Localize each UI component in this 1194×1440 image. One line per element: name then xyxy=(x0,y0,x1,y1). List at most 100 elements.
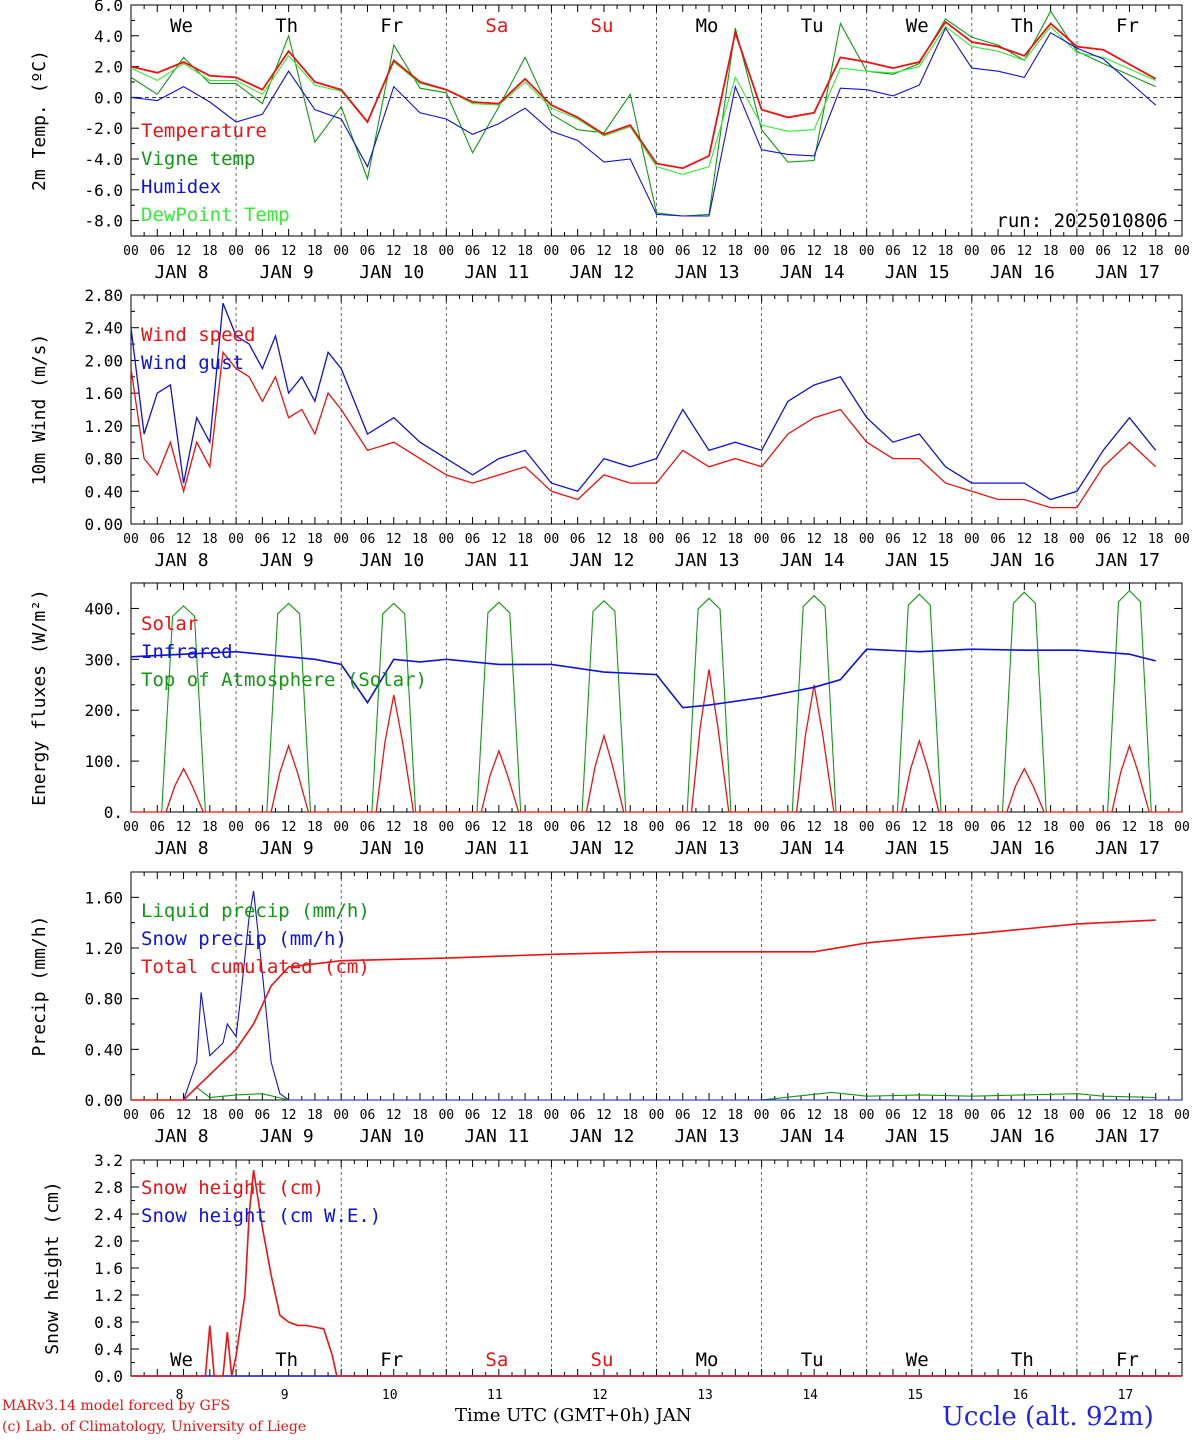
weekday-label: Tu xyxy=(801,15,824,37)
y-tick-label: 0.80 xyxy=(84,450,123,469)
y-axis-label: Snow height (cm) xyxy=(42,1181,63,1354)
hour-label: 12 xyxy=(806,244,822,259)
hour-label: 00 xyxy=(333,820,349,835)
hour-label: 18 xyxy=(622,244,638,259)
y-tick-label: 0.00 xyxy=(84,515,123,534)
series-temperature xyxy=(130,20,1157,170)
y-tick-label: 400. xyxy=(84,599,123,618)
date-label: JAN 8 xyxy=(154,262,208,283)
hour-label: 00 xyxy=(228,1108,244,1123)
hour-label: 18 xyxy=(622,532,638,547)
date-label: JAN 14 xyxy=(780,838,845,859)
hour-label: 18 xyxy=(727,532,743,547)
date-label: JAN 15 xyxy=(885,1126,950,1147)
weekday-label: Fr xyxy=(380,1349,403,1371)
y-tick-label: 6.0 xyxy=(94,0,123,15)
series-solar xyxy=(131,669,1182,813)
hour-label: 18 xyxy=(307,532,323,547)
hour-label: 18 xyxy=(412,1108,428,1123)
weekday-label: Th xyxy=(275,1349,298,1371)
y-tick-label: 0.8 xyxy=(94,1313,123,1332)
hour-label: 00 xyxy=(1069,532,1085,547)
weekday-label: Fr xyxy=(1116,1349,1139,1371)
hour-label: 00 xyxy=(964,244,980,259)
hour-label: 06 xyxy=(465,820,481,835)
hour-label: 06 xyxy=(255,820,271,835)
legend-infrared: Infrared xyxy=(141,641,233,663)
series-humidex xyxy=(130,26,1157,217)
hour-label: 12 xyxy=(1017,244,1033,259)
hour-label: 18 xyxy=(833,1108,849,1123)
hour-label: 00 xyxy=(649,244,665,259)
hour-label: 18 xyxy=(517,244,533,259)
hour-label: 12 xyxy=(806,1108,822,1123)
date-label: JAN 17 xyxy=(1095,262,1160,283)
hour-label: 06 xyxy=(990,1108,1006,1123)
hour-label: 00 xyxy=(544,532,560,547)
hour-label: 12 xyxy=(911,1108,927,1123)
hour-label: 18 xyxy=(1148,532,1164,547)
day-number: 17 xyxy=(1118,1388,1134,1403)
hour-label: 18 xyxy=(307,820,323,835)
hour-label: 18 xyxy=(517,820,533,835)
weekday-label: Sa xyxy=(485,1349,508,1371)
y-tick-label: 1.20 xyxy=(84,939,123,958)
legend-top-of-atmosphere-solar-: Top of Atmosphere (Solar) xyxy=(141,669,427,691)
hour-label: 00 xyxy=(123,820,139,835)
series-top-of-atmosphere-solar xyxy=(131,589,1182,813)
y-tick-label: 3.2 xyxy=(94,1151,123,1170)
y-tick-label: 0. xyxy=(104,803,123,822)
legend-wind-gust: Wind gust xyxy=(141,352,244,374)
y-axis-label: Energy fluxes (W/m²) xyxy=(29,589,50,806)
hour-label: 18 xyxy=(307,244,323,259)
date-label: JAN 14 xyxy=(780,550,845,571)
day-number: 15 xyxy=(907,1388,923,1403)
date-label: JAN 15 xyxy=(885,262,950,283)
hour-label: 18 xyxy=(202,532,218,547)
hour-label: 12 xyxy=(806,820,822,835)
hour-label: 18 xyxy=(202,1108,218,1123)
date-label: JAN 9 xyxy=(260,838,314,859)
hour-label: 00 xyxy=(544,244,560,259)
hour-label: 18 xyxy=(307,1108,323,1123)
hour-label: 00 xyxy=(754,1108,770,1123)
hour-label: 18 xyxy=(517,532,533,547)
hour-label: 00 xyxy=(754,244,770,259)
day-number: 13 xyxy=(697,1388,713,1403)
hour-label: 12 xyxy=(1017,1108,1033,1123)
hour-label: 00 xyxy=(859,244,875,259)
date-label: JAN 13 xyxy=(675,262,740,283)
series-total-cumulated-cm- xyxy=(131,919,1156,1101)
y-tick-label: -2.0 xyxy=(84,119,123,138)
weekday-label: Th xyxy=(275,15,298,37)
weekday-label: Su xyxy=(591,15,614,37)
hour-label: 12 xyxy=(596,244,612,259)
hour-label: 00 xyxy=(649,1108,665,1123)
hour-label: 00 xyxy=(859,820,875,835)
weekday-label: We xyxy=(906,1349,929,1371)
hour-label: 06 xyxy=(465,244,481,259)
hour-label: 18 xyxy=(202,820,218,835)
y-tick-label: 0.0 xyxy=(94,1367,123,1386)
legend-humidex: Humidex xyxy=(141,176,221,198)
hour-label: 18 xyxy=(1148,820,1164,835)
hour-label: 12 xyxy=(806,532,822,547)
hour-label: 06 xyxy=(990,820,1006,835)
hour-label: 12 xyxy=(1122,820,1138,835)
y-tick-label: 2.0 xyxy=(94,1232,123,1251)
hour-label: 06 xyxy=(465,1108,481,1123)
hour-label: 06 xyxy=(570,1108,586,1123)
y-tick-label: 1.60 xyxy=(84,888,123,907)
hour-label: 00 xyxy=(123,244,139,259)
date-label: JAN 9 xyxy=(260,550,314,571)
hour-label: 06 xyxy=(990,244,1006,259)
hour-label: 06 xyxy=(570,820,586,835)
date-label: JAN 17 xyxy=(1095,838,1160,859)
legend-temperature: Temperature xyxy=(141,120,267,142)
date-label: JAN 9 xyxy=(260,1126,314,1147)
date-label: JAN 10 xyxy=(359,1126,424,1147)
hour-label: 00 xyxy=(333,1108,349,1123)
date-label: JAN 16 xyxy=(990,262,1055,283)
hour-label: 12 xyxy=(596,1108,612,1123)
hour-label: 00 xyxy=(438,1108,454,1123)
